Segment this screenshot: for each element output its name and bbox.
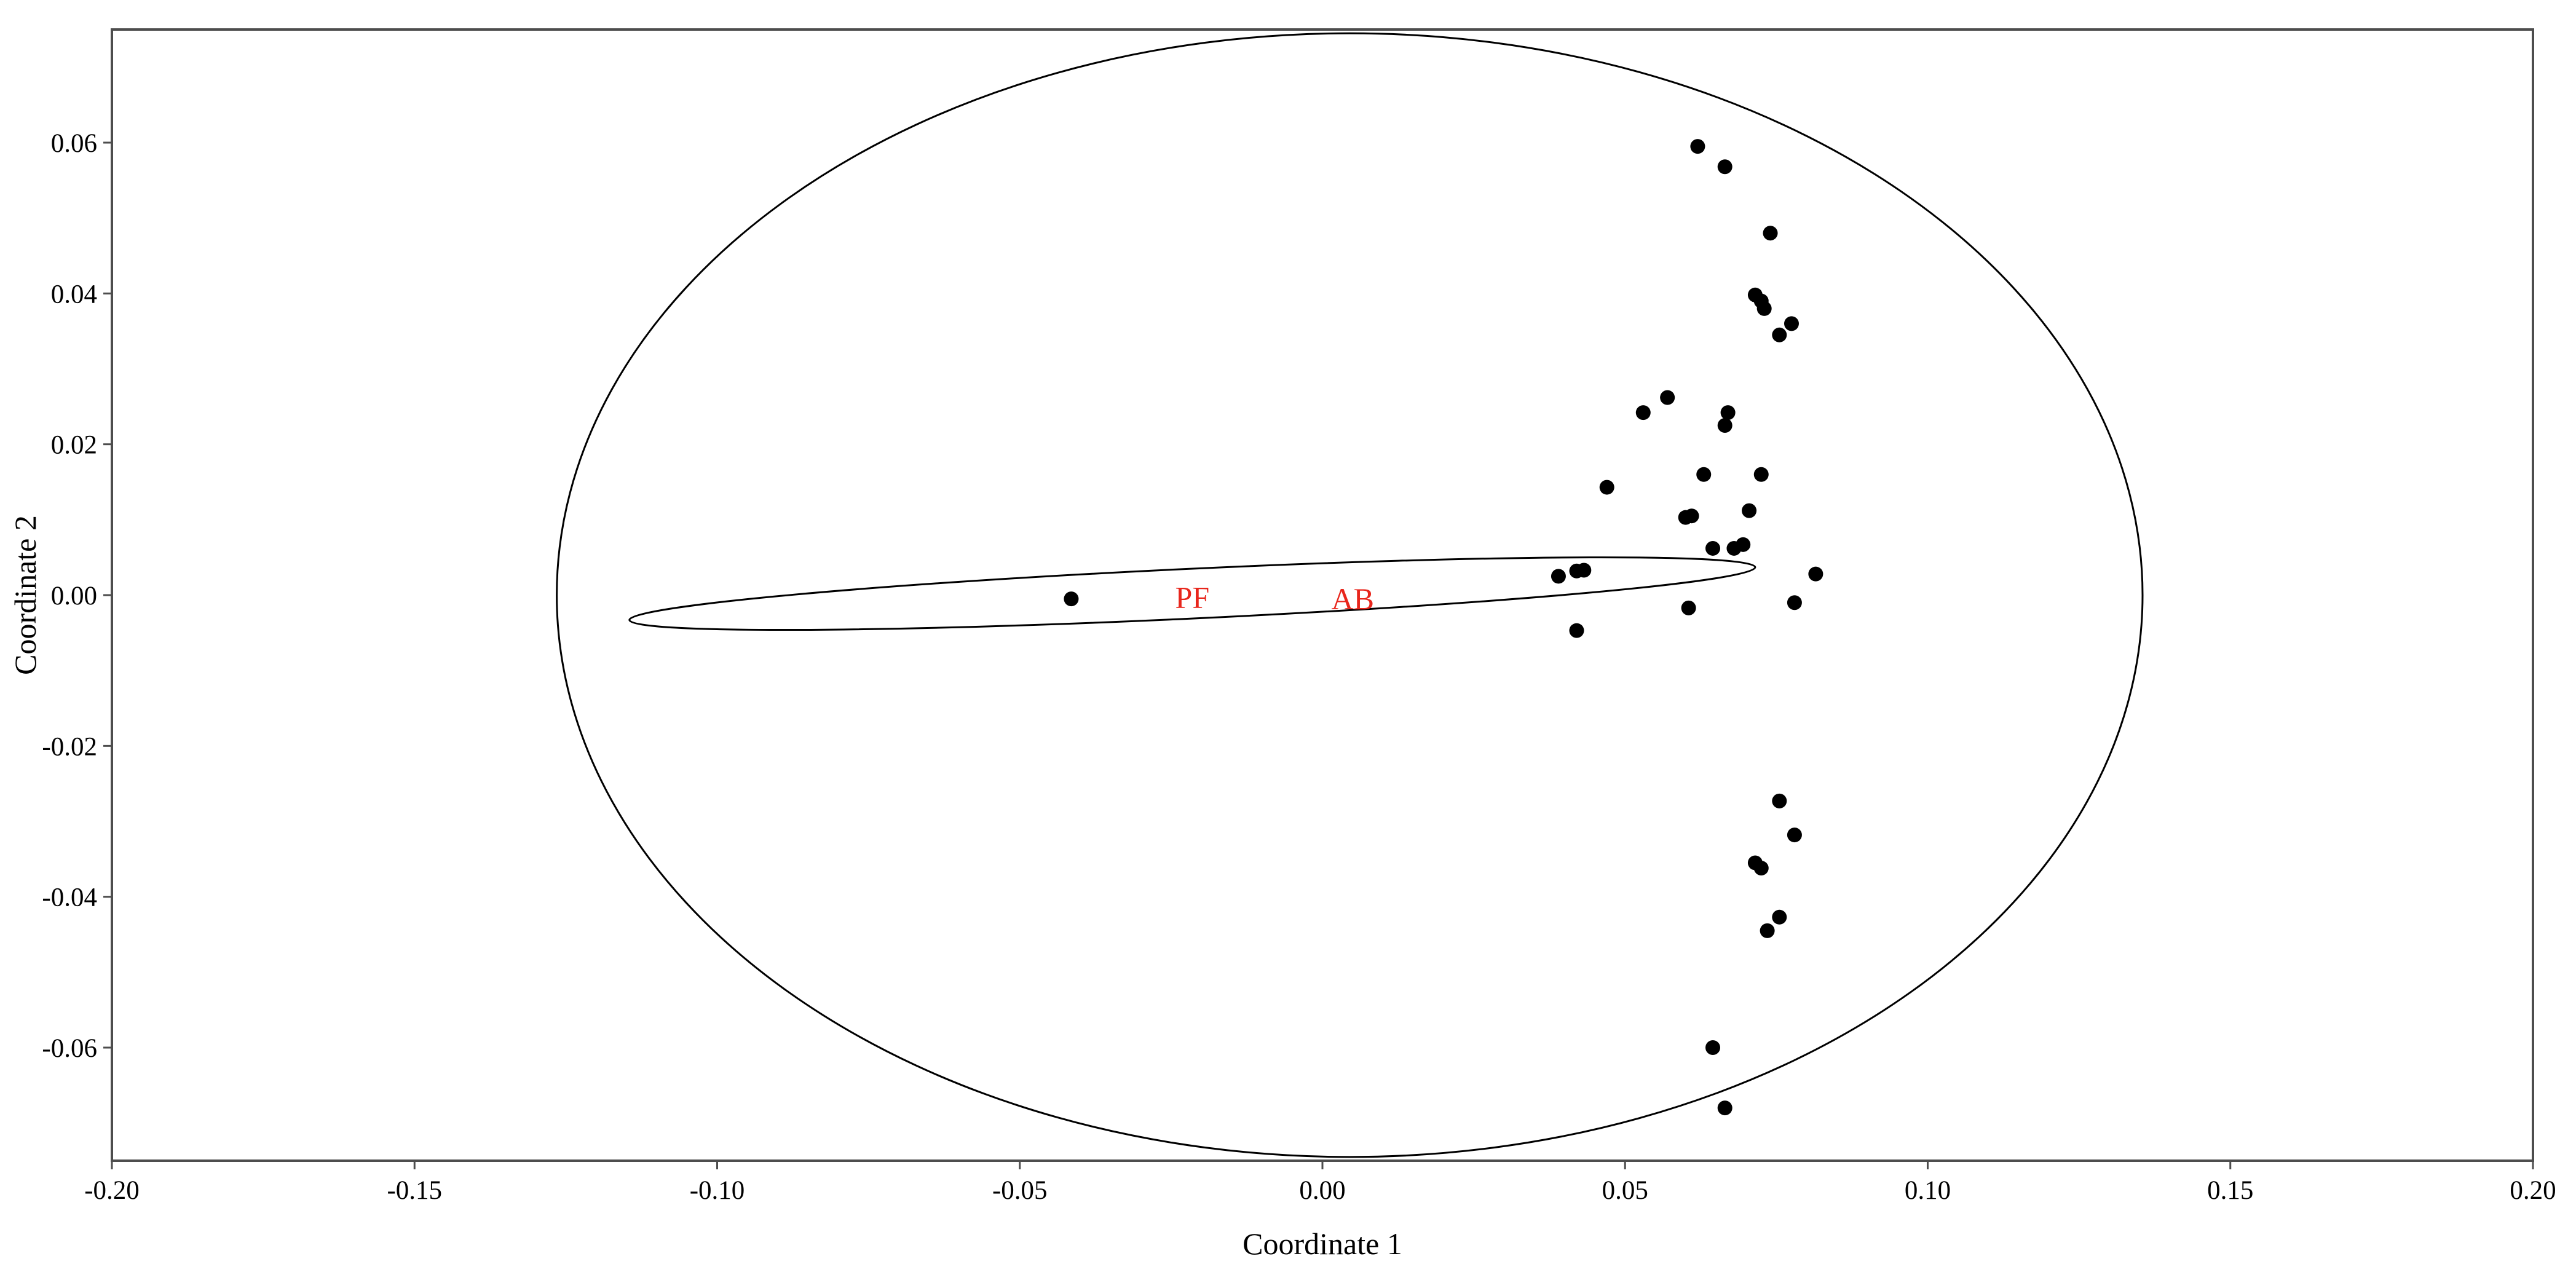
x-tick-label: 0.00 <box>1299 1176 1345 1205</box>
data-point <box>1763 226 1778 241</box>
data-point <box>1717 418 1732 433</box>
data-point <box>1784 316 1799 331</box>
y-tick-label: 0.00 <box>51 582 97 610</box>
x-axis-title: Coordinate 1 <box>1243 1227 1402 1261</box>
data-point <box>1681 600 1696 615</box>
annotation-label: AB <box>1331 582 1373 616</box>
x-axis: -0.20 -0.15 -0.10 -0.05 0.00 0.05 0.10 0.15 0.20 <box>84 1161 2556 1205</box>
data-point <box>1684 508 1699 524</box>
data-point <box>1599 480 1614 495</box>
data-point <box>1569 623 1584 638</box>
data-point <box>1660 390 1675 405</box>
y-tick-label: -0.02 <box>42 732 97 761</box>
x-tick-label: 0.20 <box>2510 1176 2556 1205</box>
data-point <box>1753 467 1769 482</box>
data-point <box>1787 595 1802 610</box>
x-tick-label: 0.10 <box>1905 1176 1951 1205</box>
data-point <box>1551 569 1566 584</box>
data-point <box>1696 467 1712 482</box>
x-tick-label: -0.20 <box>84 1176 140 1205</box>
confidence-ellipses <box>556 32 2144 1158</box>
data-point <box>1576 563 1592 578</box>
y-tick-label: -0.06 <box>42 1034 97 1063</box>
data-point <box>1705 540 1721 556</box>
data-point <box>1772 327 1787 342</box>
data-point <box>1808 566 1823 582</box>
y-axis: -0.06 -0.04 -0.02 0.00 0.02 0.04 0.06 <box>42 129 112 1063</box>
data-point <box>1772 909 1787 925</box>
data-point <box>1635 405 1651 421</box>
data-point <box>1064 591 1079 607</box>
data-point <box>1760 923 1775 938</box>
data-point <box>1756 301 1772 316</box>
data-point <box>1717 159 1732 175</box>
data-point <box>1717 1100 1732 1116</box>
data-point <box>1787 828 1802 843</box>
x-tick-label: 0.05 <box>1602 1176 1648 1205</box>
x-tick-label: -0.10 <box>690 1176 745 1205</box>
data-point <box>1753 861 1769 876</box>
data-point <box>1736 537 1751 552</box>
y-tick-label: 0.04 <box>51 280 97 309</box>
data-points <box>1064 139 1823 1116</box>
inner-ellipse <box>628 556 1756 631</box>
x-tick-label: 0.15 <box>2207 1176 2253 1205</box>
data-point <box>1705 1040 1721 1055</box>
outer-ellipse <box>556 32 2144 1158</box>
data-point <box>1742 503 1757 518</box>
y-tick-label: 0.02 <box>51 431 97 460</box>
y-tick-label: -0.04 <box>42 883 97 912</box>
y-axis-title: Coordinate 2 <box>8 515 42 675</box>
annotation-label: PF <box>1175 580 1210 615</box>
x-tick-label: -0.15 <box>387 1176 442 1205</box>
annotations: PF AB <box>1175 580 1374 616</box>
x-tick-label: -0.05 <box>992 1176 1048 1205</box>
y-tick-label: 0.06 <box>51 129 97 158</box>
data-point <box>1720 405 1736 421</box>
data-point <box>1690 139 1705 154</box>
data-point <box>1772 793 1787 808</box>
